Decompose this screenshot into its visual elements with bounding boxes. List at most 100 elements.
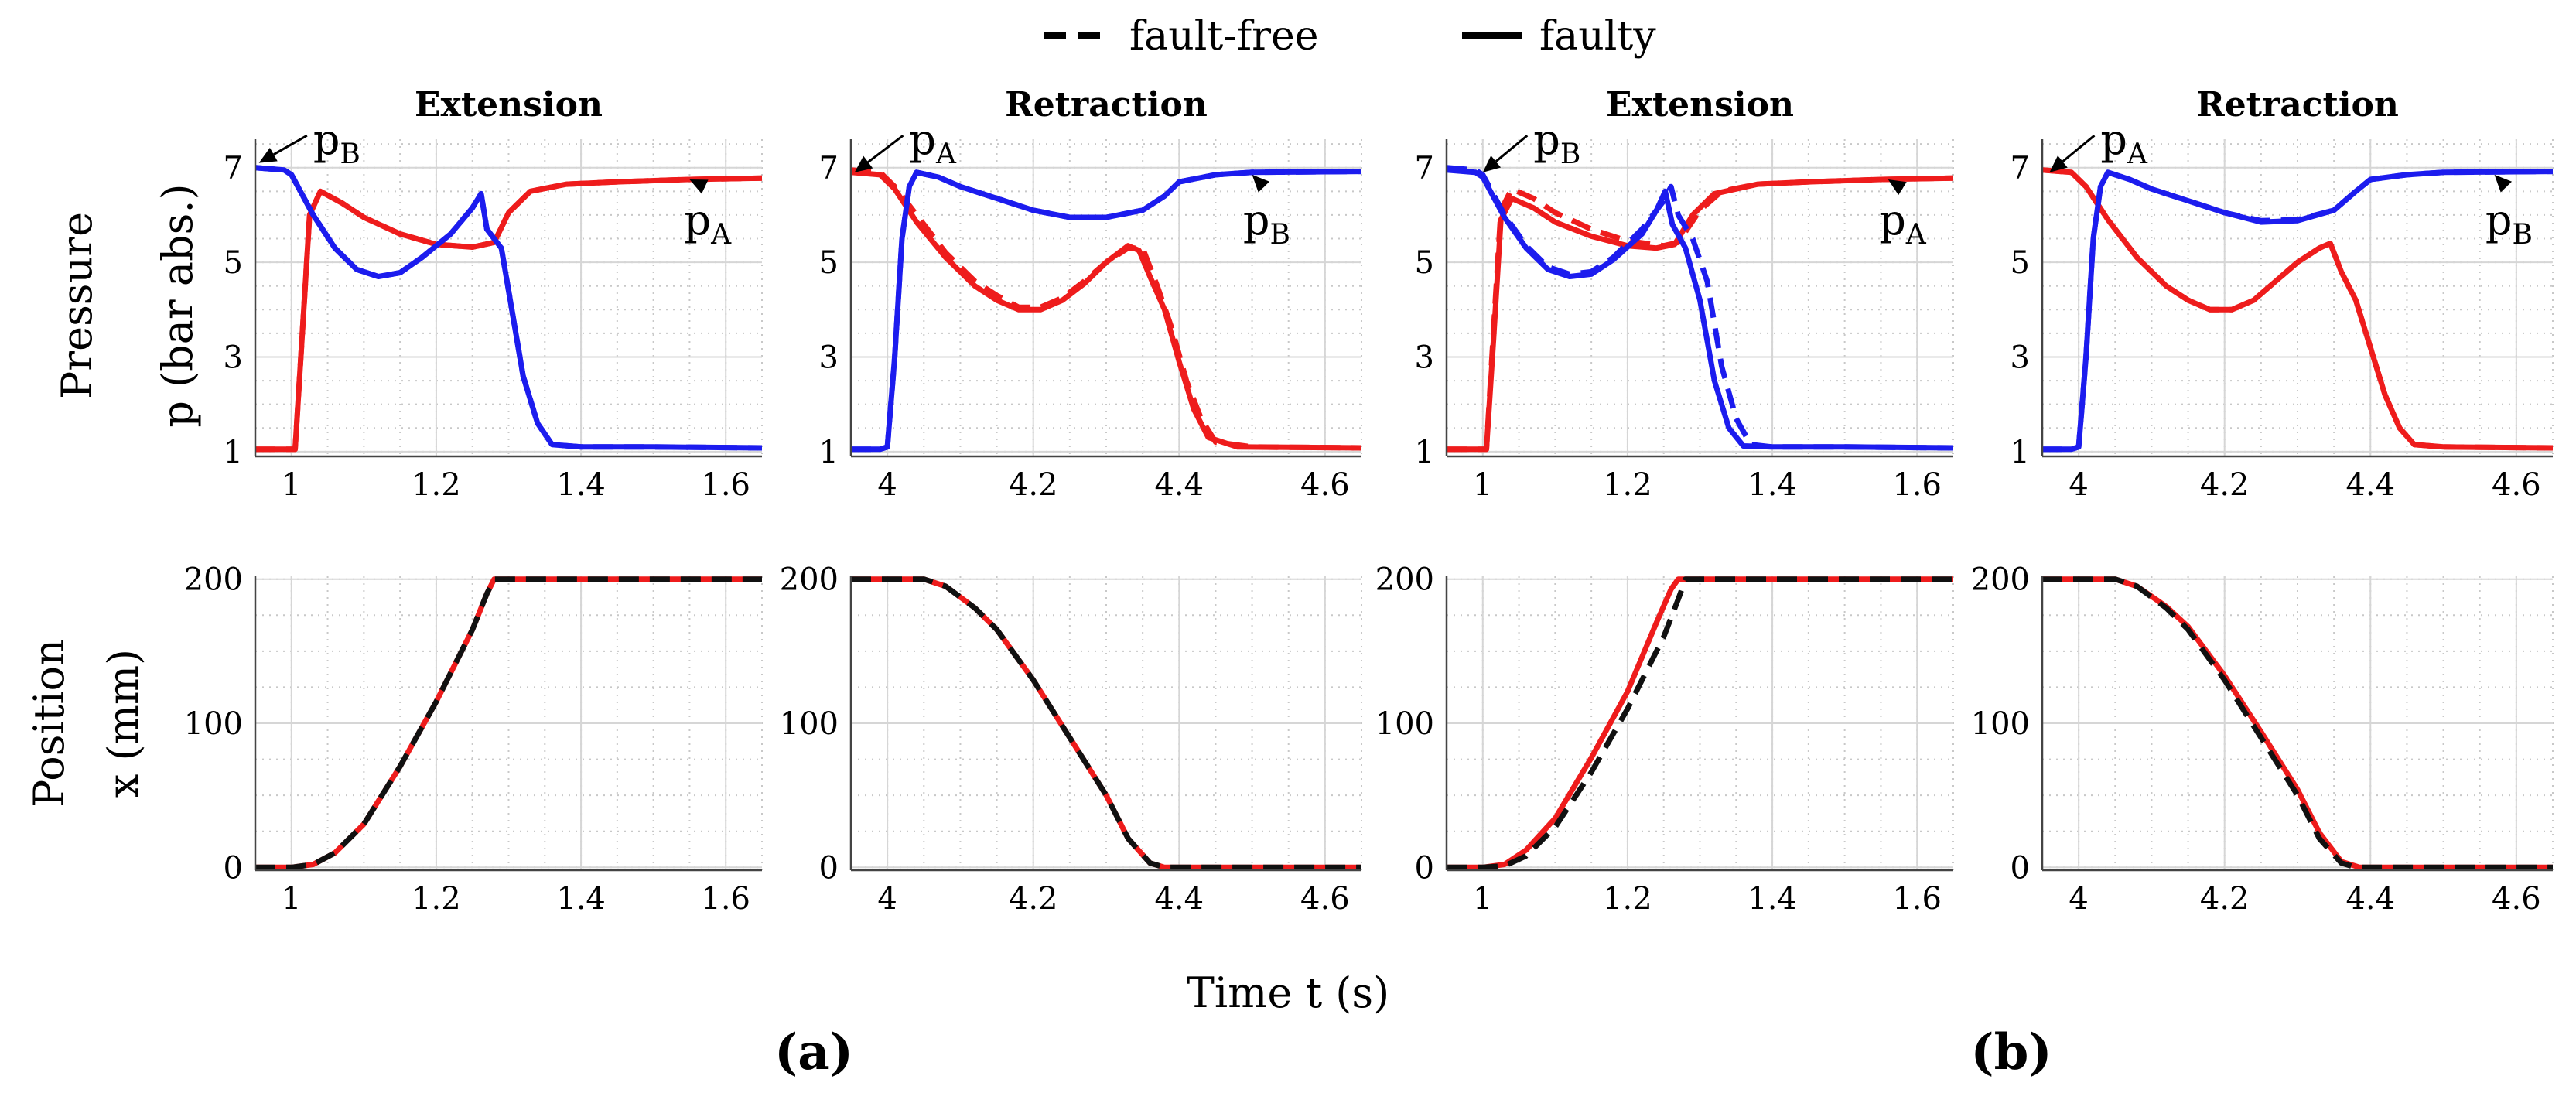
plot-position-a-extension: 1 1.2 1.4 1.6 0 100 200 xyxy=(184,562,763,917)
annotation-arrowhead xyxy=(258,148,278,163)
x-tick-label: 1.6 xyxy=(1892,467,1942,503)
annotation-arrow xyxy=(2062,135,2096,163)
x-tick-label: 4.6 xyxy=(2492,881,2541,917)
y-tick-label: 3 xyxy=(819,340,839,375)
y-tick-label: 0 xyxy=(1415,850,1434,886)
legend: fault-free faulty xyxy=(1044,13,1656,60)
plot-position-a-retraction: 4 4.2 4.4 4.6 0 100 200 xyxy=(780,562,1362,917)
y-tick-label: 3 xyxy=(2011,340,2030,375)
x-tick-label: 1.6 xyxy=(701,467,750,503)
x-tick-label: 4 xyxy=(2069,467,2088,503)
x-tick-label: 4.6 xyxy=(1300,881,1350,917)
y-tick-label: 100 xyxy=(1375,706,1434,742)
plot-area xyxy=(851,139,1361,456)
x-tick-label: 4 xyxy=(877,467,897,503)
y-tick-label: 5 xyxy=(1415,245,1434,281)
annotation-arrow xyxy=(1495,135,1529,162)
series-line xyxy=(255,165,763,451)
y-tick-label: 200 xyxy=(184,562,243,598)
y-tick-label: 3 xyxy=(224,340,243,375)
panel-label-b: (b) xyxy=(1970,1023,2052,1081)
annotation-arrowhead xyxy=(2049,155,2068,172)
x-tick-label: 1.2 xyxy=(1603,881,1652,917)
x-tick-label: 1.4 xyxy=(556,881,606,917)
series-line xyxy=(1447,576,1953,870)
y-tick-label: 1 xyxy=(2011,435,2030,470)
y-tick-label: 200 xyxy=(780,562,839,598)
x-tick-label: 1 xyxy=(282,881,301,917)
y-tick-label: 1 xyxy=(224,435,243,470)
series-line xyxy=(851,169,1362,453)
y-tick-label: 7 xyxy=(819,151,839,186)
plot-pressure-a-retraction: 4 4.2 4.4 4.6 1 3 5 7 Retraction pA pB xyxy=(819,85,1362,503)
annotation-arrow xyxy=(273,134,308,156)
annotation-label: pA xyxy=(2100,115,2148,170)
y-tick-label: 0 xyxy=(2011,850,2030,886)
y-tick-label: 0 xyxy=(819,850,839,886)
y-tick-label: 5 xyxy=(224,245,243,281)
plot-title: Retraction xyxy=(2196,85,2399,125)
annotation-arrowhead xyxy=(1252,174,1270,193)
y-tick-label: 7 xyxy=(224,151,243,186)
x-tick-label: 4.6 xyxy=(1300,467,1350,503)
x-tick-label: 4.4 xyxy=(1154,467,1204,503)
legend-solid-label: faulty xyxy=(1539,13,1656,60)
x-tick-label: 1.4 xyxy=(1748,467,1797,503)
x-tick-label: 4.4 xyxy=(2345,881,2395,917)
panel-label-a: (a) xyxy=(774,1023,853,1081)
plot-area xyxy=(2042,139,2553,456)
position-ylabel-line1: Position xyxy=(25,639,73,808)
annotation-label: pB xyxy=(313,115,360,170)
plot-position-b-extension: 1 1.2 1.4 1.6 0 100 200 xyxy=(1375,562,1954,917)
x-tick-label: 4.2 xyxy=(1009,881,1058,917)
series-line xyxy=(255,576,762,870)
y-tick-label: 1 xyxy=(1415,435,1434,470)
x-tick-label: 4.2 xyxy=(2200,467,2250,503)
plot-title: Extension xyxy=(415,85,603,125)
annotation-label: pB xyxy=(1243,196,1290,251)
pressure-ylabel-line1: Pressure xyxy=(53,212,101,399)
x-tick-label: 1.2 xyxy=(1603,467,1652,503)
annotation-label: pA xyxy=(1879,196,1927,251)
annotation-arrowhead xyxy=(1888,179,1907,196)
y-tick-label: 100 xyxy=(780,706,839,742)
series-line xyxy=(851,576,1361,870)
x-tick-label: 1.6 xyxy=(1892,881,1942,917)
x-tick-label: 1.2 xyxy=(412,881,461,917)
annotation-arrowhead xyxy=(2494,174,2513,193)
x-tick-label: 4 xyxy=(2069,881,2088,917)
plot-title: Extension xyxy=(1606,85,1794,125)
y-tick-label: 100 xyxy=(184,706,243,742)
x-tick-label: 1.6 xyxy=(701,881,750,917)
series-line xyxy=(850,169,1362,451)
plot-title: Retraction xyxy=(1005,85,1208,125)
x-tick-label: 4.2 xyxy=(1009,467,1058,503)
y-tick-label: 5 xyxy=(819,245,839,281)
y-tick-label: 1 xyxy=(819,435,839,470)
y-tick-label: 0 xyxy=(224,850,243,886)
x-tick-label: 1.4 xyxy=(556,467,606,503)
legend-dashed-label: fault-free xyxy=(1129,13,1319,60)
annotation-label: pB xyxy=(1533,115,1580,170)
pressure-ylabel-line2: p (bar abs.) xyxy=(153,183,202,427)
x-tick-label: 1 xyxy=(1473,467,1492,503)
annotation-arrowhead xyxy=(1482,155,1502,172)
series-line xyxy=(1447,175,1954,453)
annotation-arrowhead xyxy=(689,179,709,194)
y-tick-label: 3 xyxy=(1415,340,1434,375)
x-tick-label: 1 xyxy=(282,467,301,503)
x-tick-label: 4.2 xyxy=(2200,881,2250,917)
x-tick-label: 4.6 xyxy=(2492,467,2541,503)
series-line xyxy=(1446,167,1954,451)
time-xlabel: Time t (s) xyxy=(1187,968,1389,1017)
x-tick-label: 4.4 xyxy=(1154,881,1204,917)
annotation-arrowhead xyxy=(854,155,873,172)
y-tick-label: 5 xyxy=(2011,245,2030,281)
series-line xyxy=(255,175,763,453)
x-tick-label: 1 xyxy=(1473,881,1492,917)
y-tick-label: 200 xyxy=(1971,562,2030,598)
x-tick-label: 1.2 xyxy=(412,467,461,503)
plot-position-b-retraction: 4 4.2 4.4 4.6 0 100 200 xyxy=(1971,562,2554,917)
